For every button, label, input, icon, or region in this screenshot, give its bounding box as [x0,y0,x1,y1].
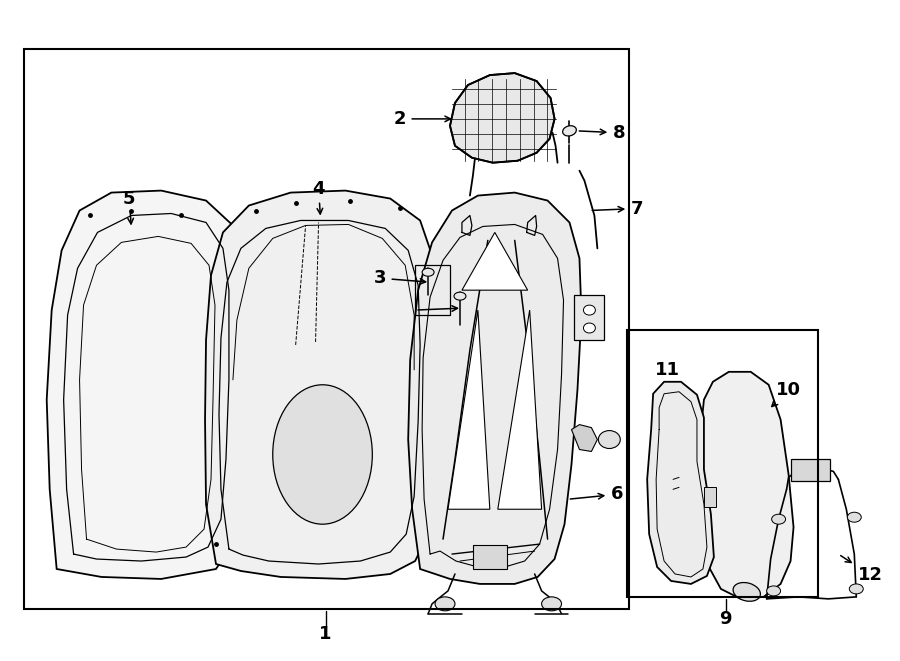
Ellipse shape [435,597,455,611]
Ellipse shape [847,512,861,522]
Text: 9: 9 [720,610,732,628]
Ellipse shape [583,305,596,315]
Polygon shape [205,190,436,579]
Ellipse shape [583,323,596,333]
Polygon shape [450,73,554,163]
Bar [23,49,629,609]
Polygon shape [462,233,527,290]
Polygon shape [572,424,598,451]
Ellipse shape [454,292,466,300]
Ellipse shape [771,514,786,524]
Ellipse shape [273,385,373,524]
Text: 10: 10 [772,381,801,407]
Bar [790,459,831,481]
Polygon shape [699,372,794,599]
Ellipse shape [562,126,576,136]
Bar [627,330,818,597]
Ellipse shape [422,268,434,276]
Bar [415,265,450,315]
Bar [704,487,716,507]
Polygon shape [409,192,581,584]
Bar [574,295,604,340]
Ellipse shape [734,582,760,602]
Ellipse shape [767,586,780,596]
Ellipse shape [850,584,863,594]
Text: 8: 8 [580,124,626,142]
Text: 6: 6 [571,485,624,503]
Text: 12: 12 [841,556,883,584]
Text: 11: 11 [654,361,680,395]
Polygon shape [448,310,490,509]
Polygon shape [647,382,714,584]
Polygon shape [47,190,246,579]
Text: 1: 1 [320,625,332,642]
Bar [472,545,507,569]
Text: 2: 2 [394,110,451,128]
Text: 5: 5 [123,190,136,224]
Text: 3: 3 [374,269,426,288]
Ellipse shape [598,430,620,449]
Text: 7: 7 [592,200,644,217]
Polygon shape [498,310,542,509]
Ellipse shape [542,597,562,611]
Text: 4: 4 [312,180,325,214]
